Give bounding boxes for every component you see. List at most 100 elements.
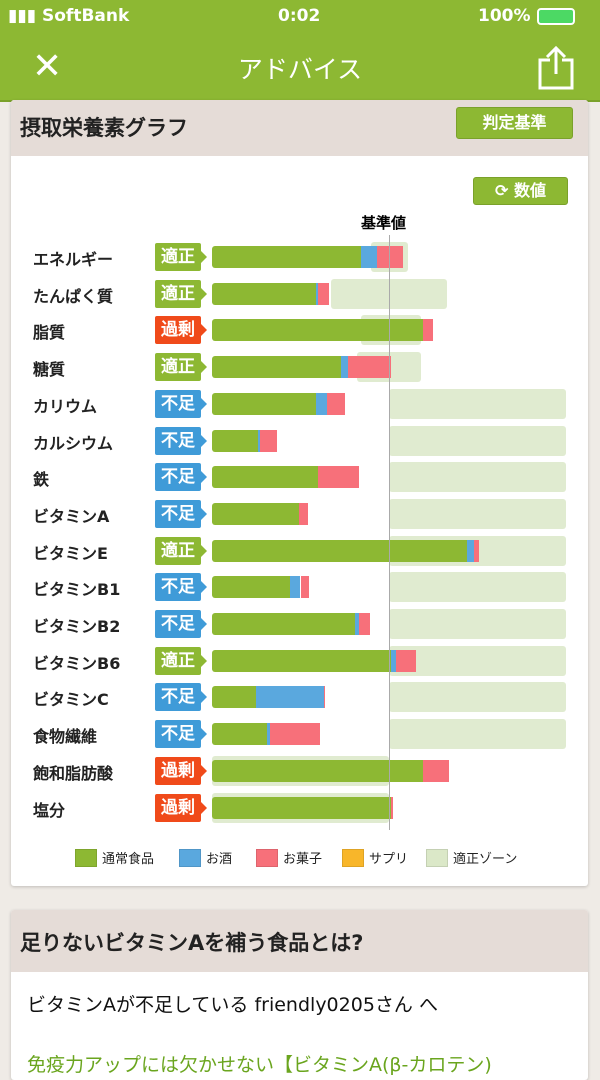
food-segment — [212, 502, 299, 525]
optimal-zone — [389, 645, 566, 676]
snack-segment — [396, 649, 416, 672]
legend-label: 通常食品 — [102, 852, 155, 867]
status-badge: 過剰 — [155, 756, 207, 785]
status-badge: 適正 — [155, 353, 207, 382]
graph-title: 摂取栄養素グラフ — [20, 116, 188, 140]
status-badge: 不足 — [155, 499, 207, 528]
status-bar: ▮▮▮ SoftBank 0:02 100% — [0, 0, 600, 32]
alcohol-segment — [316, 392, 328, 415]
snack-segment — [348, 356, 391, 379]
food-segment — [212, 466, 319, 489]
food-segment — [212, 613, 356, 635]
legend-label: サプリ — [369, 852, 409, 867]
snack-segment — [323, 686, 326, 709]
snack-segment — [300, 576, 310, 599]
nutrient-label: たんぱく質 — [33, 286, 114, 306]
food-segment — [212, 759, 423, 782]
snack-segment — [422, 759, 450, 782]
status-badge: 適正 — [155, 646, 207, 675]
food-segment — [212, 392, 317, 415]
food-segment — [212, 539, 467, 562]
legend-item: 適正ゾーン — [426, 848, 517, 867]
food-segment — [212, 576, 290, 599]
advice-link[interactable]: 免疫力アップには欠かせない【ビタミンA(β-カロテン) — [27, 1054, 492, 1076]
food-segment — [212, 319, 423, 342]
legend-item: お酒 — [179, 848, 232, 867]
snack-segment — [327, 392, 345, 415]
nutrient-label: 塩分 — [33, 800, 66, 820]
alcohol-segment — [266, 723, 271, 746]
nutrient-label: ビタミンE — [33, 543, 108, 563]
alcohol-segment — [316, 282, 319, 305]
status-badge: 不足 — [155, 389, 207, 418]
page-title: アドバイス — [237, 55, 363, 84]
reference-label: 基準値 — [361, 214, 407, 232]
nutrient-label: ビタミンB1 — [33, 580, 121, 600]
nutrient-label: カルシウム — [33, 433, 114, 453]
optimal-zone — [389, 719, 566, 750]
battery-icon — [537, 8, 575, 25]
status-badge: 適正 — [155, 279, 207, 308]
advice-greeting: ビタミンAが不足している friendly0205さん へ — [27, 994, 438, 1016]
legend-label: お酒 — [206, 852, 233, 867]
nav-bar: ✕ アドバイス — [0, 32, 600, 102]
battery-percent: 100% — [478, 6, 531, 26]
status-badge: 過剰 — [155, 793, 207, 822]
optimal-zone — [389, 462, 566, 493]
status-badge: 過剰 — [155, 316, 207, 345]
food-segment — [212, 246, 361, 268]
legend-label: 適正ゾーン — [453, 852, 518, 867]
toggle-values-button[interactable]: ⟳ 数値 — [473, 177, 568, 205]
alcohol-segment — [360, 246, 377, 268]
snack-segment — [473, 539, 480, 562]
legend-item: 通常食品 — [75, 848, 154, 867]
criteria-button[interactable]: 判定基準 — [456, 107, 573, 139]
status-badge: 不足 — [155, 463, 207, 492]
status-badge: 不足 — [155, 573, 207, 602]
legend-swatch — [426, 848, 448, 867]
advice-title: 足りないビタミンAを補う食品とは? — [20, 931, 364, 955]
nutrient-label: 鉄 — [33, 470, 50, 490]
optimal-zone — [389, 388, 566, 419]
alcohol-segment — [258, 429, 260, 452]
food-segment — [212, 686, 257, 709]
snack-segment — [318, 466, 359, 489]
food-segment — [212, 429, 259, 452]
food-segment — [212, 796, 391, 819]
legend-item: お菓子 — [256, 848, 322, 867]
optimal-zone — [389, 425, 566, 456]
share-icon[interactable] — [536, 46, 576, 90]
optimal-zone — [389, 609, 566, 639]
graph-card: 摂取栄養素グラフ 判定基準 ⟳ 数値 基準値 エネルギー 適正 たんぱく質 適正 脂質 過剰… — [11, 100, 588, 886]
carrier: SoftBank — [42, 6, 130, 26]
nutrient-label: ビタミンB6 — [33, 653, 121, 673]
optimal-zone — [389, 498, 566, 529]
food-segment — [212, 282, 317, 305]
nutrient-label: カリウム — [33, 396, 98, 416]
food-segment — [212, 723, 267, 746]
alcohol-segment — [390, 649, 397, 672]
alcohol-segment — [289, 576, 301, 599]
signal-icon: ▮▮▮ — [8, 6, 37, 26]
reference-line — [389, 235, 390, 830]
legend-item: サプリ — [342, 848, 408, 867]
snack-segment — [298, 502, 308, 525]
nutrient-label: 脂質 — [33, 323, 66, 343]
nutrient-label: ビタミンA — [33, 506, 110, 526]
alcohol-segment — [466, 539, 474, 562]
snack-segment — [390, 796, 393, 819]
food-segment — [212, 649, 391, 672]
nutrient-label: ビタミンB2 — [33, 617, 121, 636]
nutrient-label: 飽和脂肪酸 — [33, 763, 114, 783]
nutrient-label: 糖質 — [33, 360, 66, 380]
status-badge: 不足 — [155, 610, 207, 638]
close-icon[interactable]: ✕ — [32, 46, 63, 87]
status-badge: 不足 — [155, 683, 207, 712]
legend-swatch — [75, 848, 97, 867]
snack-segment — [259, 429, 278, 452]
alcohol-segment — [256, 686, 324, 709]
nutrient-label: エネルギー — [33, 250, 114, 269]
advice-card: 足りないビタミンAを補う食品とは? ビタミンAが不足している friendly0… — [11, 910, 588, 1080]
optimal-zone — [330, 278, 448, 309]
status-badge: 不足 — [155, 426, 207, 455]
